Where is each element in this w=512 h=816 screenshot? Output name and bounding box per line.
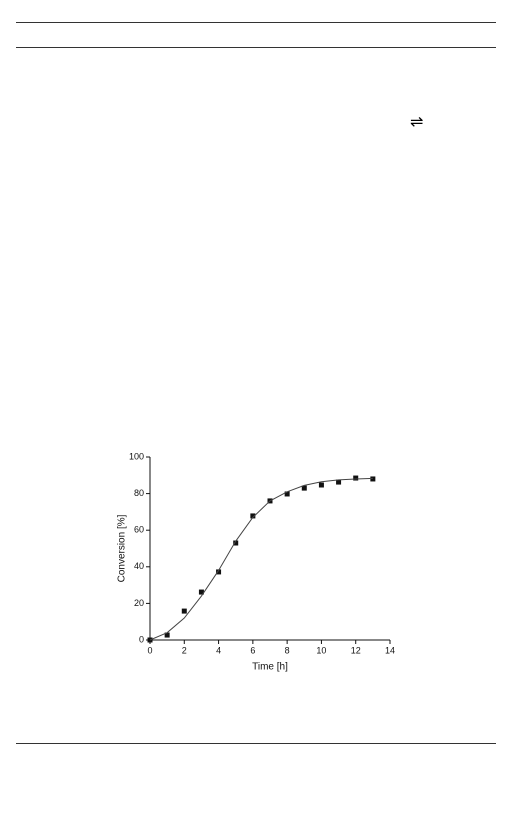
y-tick-label: 60 [134, 525, 144, 535]
data-point [318, 482, 324, 488]
y-tick-label: 0 [139, 634, 144, 644]
x-tick-label: 2 [182, 645, 187, 655]
equilibrium-arrow: ⇌ [410, 112, 424, 131]
data-point [370, 476, 376, 482]
rule [16, 22, 496, 23]
data-point [233, 540, 239, 546]
data-point [250, 513, 256, 519]
y-axis-label: Conversion [%] [117, 514, 128, 582]
rule [16, 743, 496, 744]
x-tick-label: 0 [147, 645, 152, 655]
fit-curve [149, 477, 373, 641]
x-tick-label: 6 [250, 645, 255, 655]
y-tick-label: 20 [134, 598, 144, 608]
data-point [181, 608, 187, 614]
data-point [336, 479, 342, 485]
data-point [353, 475, 359, 481]
x-tick-label: 8 [285, 645, 290, 655]
data-point [216, 569, 222, 575]
x-tick-label: 14 [385, 645, 395, 655]
data-point [198, 589, 204, 595]
data-point [164, 632, 170, 638]
y-tick-label: 100 [129, 451, 144, 461]
x-tick-label: 4 [216, 645, 221, 655]
x-tick-label: 10 [316, 645, 326, 655]
x-tick-label: 12 [351, 645, 361, 655]
x-axis-label: Time [h] [252, 662, 288, 673]
rule [16, 47, 496, 48]
chart: 0 2 4 6 8 10 12 14 0 20 40 60 80 100 Time [h] Conversio… [117, 451, 395, 673]
data-point [284, 491, 290, 497]
y-tick-label: 40 [134, 561, 144, 571]
data-point [301, 485, 307, 491]
y-tick-label: 80 [134, 488, 144, 498]
